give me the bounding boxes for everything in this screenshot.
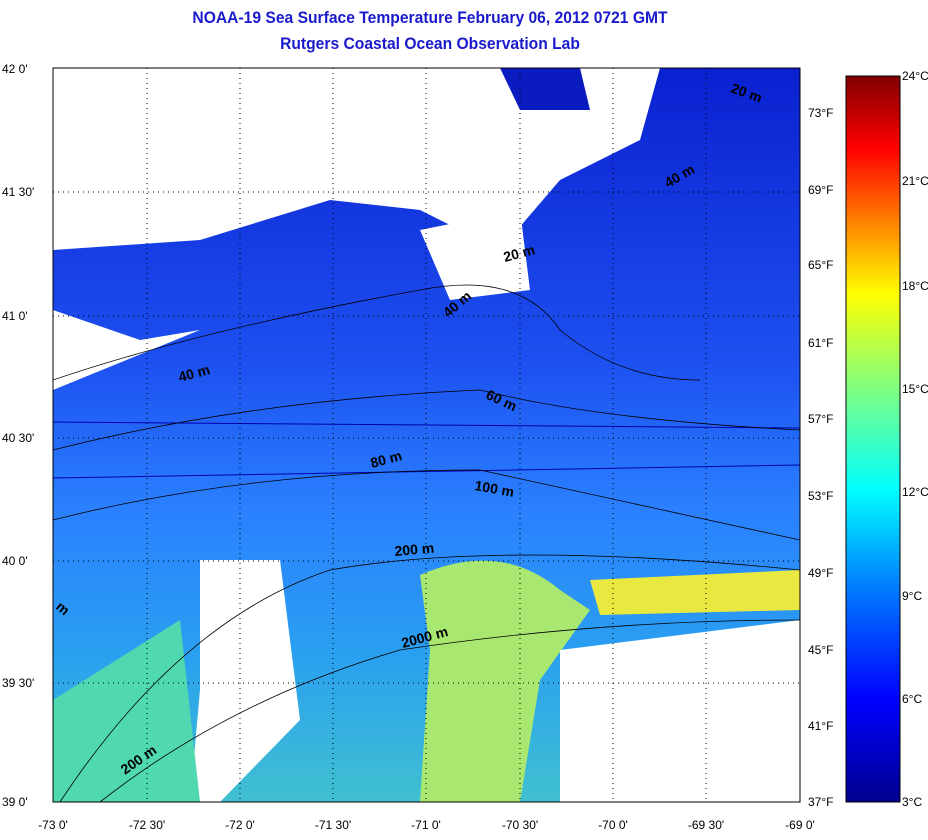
contour-label: 40 m [177, 361, 212, 385]
celsius-label: 12°C [902, 485, 928, 499]
contour-label: 100 m [473, 477, 515, 500]
colorbar [845, 75, 901, 803]
lon-label: -71 0' [411, 818, 441, 832]
long-island [53, 310, 200, 390]
lon-label: -70 30' [501, 818, 539, 832]
celsius-label: 9°C [902, 589, 923, 603]
fahrenheit-label: 41°F [808, 719, 834, 733]
lon-label: -69 30' [687, 818, 725, 832]
cloud-mask [560, 620, 800, 802]
celsius-label: 15°C [902, 382, 928, 396]
fahrenheit-label: 37°F [808, 795, 834, 809]
fahrenheit-label: 69°F [808, 183, 834, 197]
fahrenheit-label: 45°F [808, 643, 834, 657]
lon-label: -73 0' [38, 818, 68, 832]
contour-label: 200 m [394, 540, 435, 559]
lon-label: -72 0' [225, 818, 255, 832]
lon-label: -71 30' [314, 818, 352, 832]
celsius-label: 6°C [902, 692, 923, 706]
warm-water [420, 560, 590, 802]
fahrenheit-label: 49°F [808, 566, 834, 580]
celsius-label: 24°C [902, 69, 928, 83]
lat-label: 41 0' [2, 309, 28, 323]
bathymetry-contours [53, 284, 800, 802]
fahrenheit-label: 61°F [808, 336, 834, 350]
land [420, 210, 530, 300]
lon-label: -72 30' [128, 818, 166, 832]
celsius-label: 21°C [902, 174, 928, 188]
lat-label: 40 0' [2, 554, 28, 568]
lat-label: 41 30' [2, 185, 35, 199]
lat-label: 42 0' [2, 62, 28, 76]
lat-label: 39 0' [2, 795, 28, 809]
celsius-label: 3°C [902, 795, 923, 809]
celsius-label: 18°C [902, 279, 928, 293]
lat-label: 39 30' [2, 676, 35, 690]
fahrenheit-label: 73°F [808, 106, 834, 120]
fahrenheit-label: 65°F [808, 258, 834, 272]
fahrenheit-label: 57°F [808, 412, 834, 426]
lon-label: -69 0' [785, 818, 815, 832]
map-title: NOAA-19 Sea Surface Temperature February… [192, 8, 668, 27]
cloud-mask [190, 560, 300, 802]
contour-label: 80 m [369, 447, 404, 471]
fahrenheit-label: 53°F [808, 489, 834, 503]
map-subtitle: Rutgers Coastal Ocean Observation Lab [280, 34, 580, 53]
contour-label: 20 m [502, 241, 537, 265]
lat-label: 40 30' [2, 431, 35, 445]
plot-frame [52, 67, 801, 803]
lon-label: -70 0' [598, 818, 628, 832]
